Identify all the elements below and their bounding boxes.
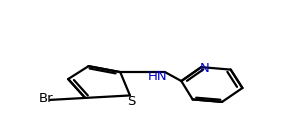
Text: HN: HN	[147, 70, 167, 83]
Text: Br: Br	[38, 92, 53, 105]
Text: N: N	[200, 62, 210, 75]
Text: S: S	[127, 95, 135, 108]
